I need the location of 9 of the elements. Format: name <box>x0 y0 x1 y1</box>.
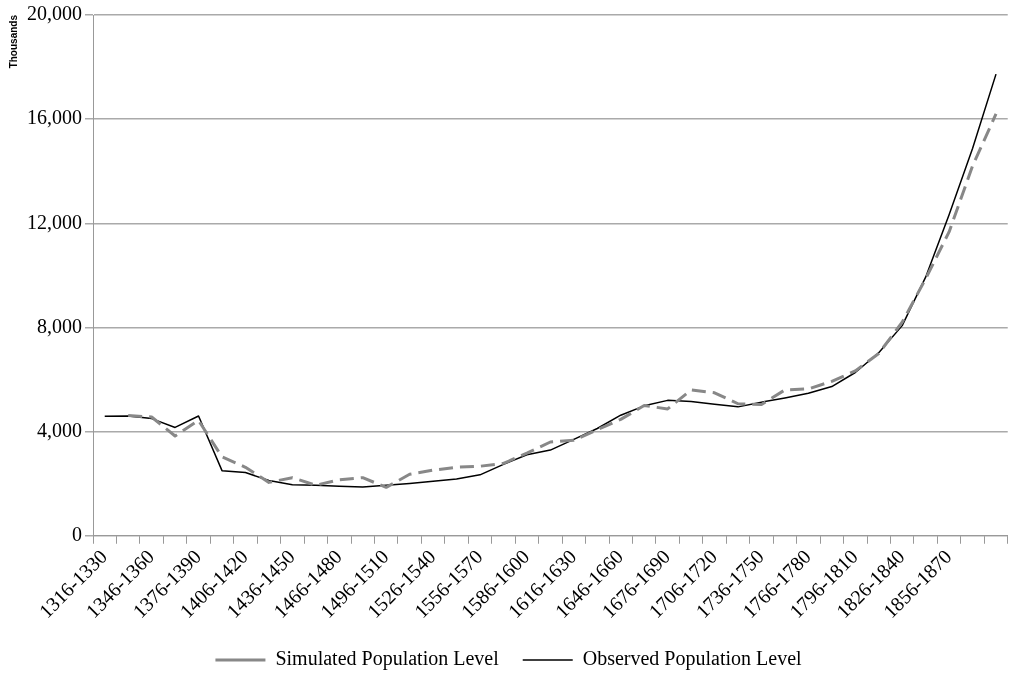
legend-label: Simulated Population Level <box>275 647 500 671</box>
y-tick-label: 20,000 <box>27 2 82 25</box>
y-tick-label: 4,000 <box>37 418 82 441</box>
y-axis-title: Thousands <box>7 14 19 69</box>
y-tick-label: 12,000 <box>27 210 82 233</box>
y-tick-label: 16,000 <box>27 106 82 129</box>
y-tick-label: 0 <box>72 523 82 545</box>
legend-label: Observed Population Level <box>582 647 803 671</box>
y-tick-label: 8,000 <box>37 314 82 337</box>
